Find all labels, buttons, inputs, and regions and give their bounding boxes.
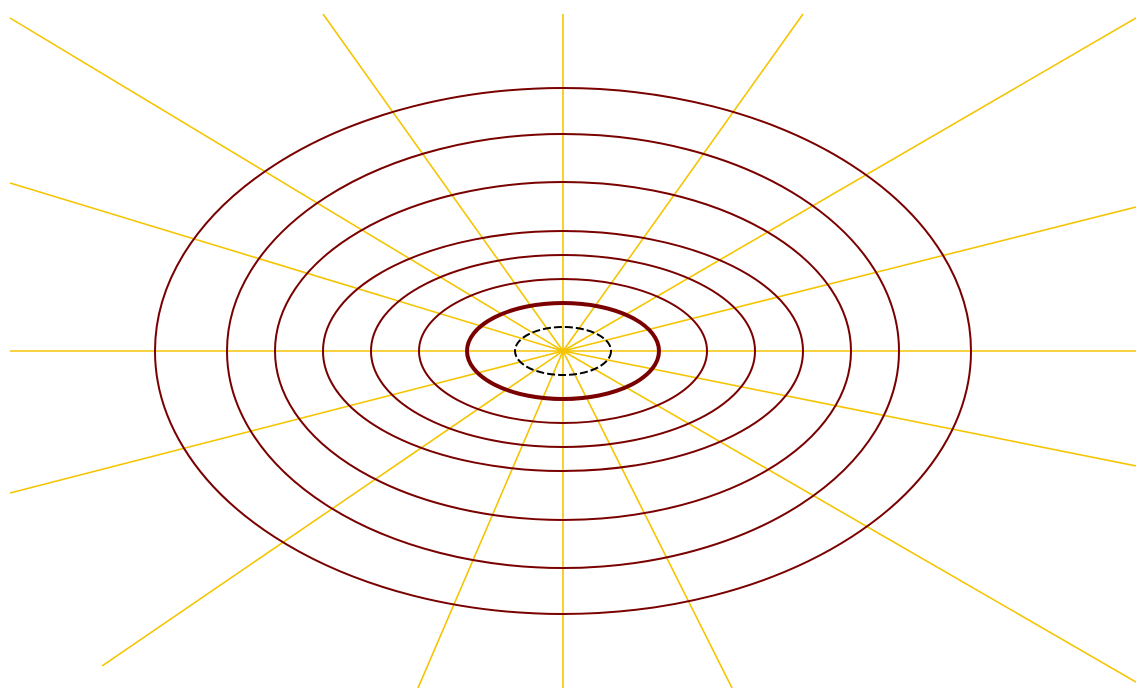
contour-ellipse-5 bbox=[370, 254, 756, 448]
ray-line-15 bbox=[9, 17, 564, 352]
ray-group bbox=[9, 13, 1136, 688]
highlighted-ellipse bbox=[465, 301, 661, 401]
ray-line-4 bbox=[562, 206, 1136, 352]
ellipse-group bbox=[154, 87, 972, 615]
contour-ellipse-3 bbox=[274, 181, 852, 521]
ray-line-16 bbox=[322, 13, 564, 352]
contour-ellipse-1 bbox=[154, 87, 972, 615]
ray-line-8 bbox=[562, 350, 733, 688]
ray-line-2 bbox=[562, 13, 804, 352]
contour-ellipse-2 bbox=[226, 133, 900, 569]
ray-line-6 bbox=[562, 350, 1136, 467]
contour-ellipse-4 bbox=[322, 230, 804, 472]
ray-line-3 bbox=[562, 17, 1136, 352]
ray-line-12 bbox=[9, 350, 564, 494]
ray-line-14 bbox=[9, 182, 564, 352]
focal-ellipse bbox=[514, 326, 612, 376]
ray-line-7 bbox=[562, 350, 1136, 683]
ray-line-10 bbox=[417, 350, 564, 688]
contour-ellipse-6 bbox=[418, 278, 708, 424]
